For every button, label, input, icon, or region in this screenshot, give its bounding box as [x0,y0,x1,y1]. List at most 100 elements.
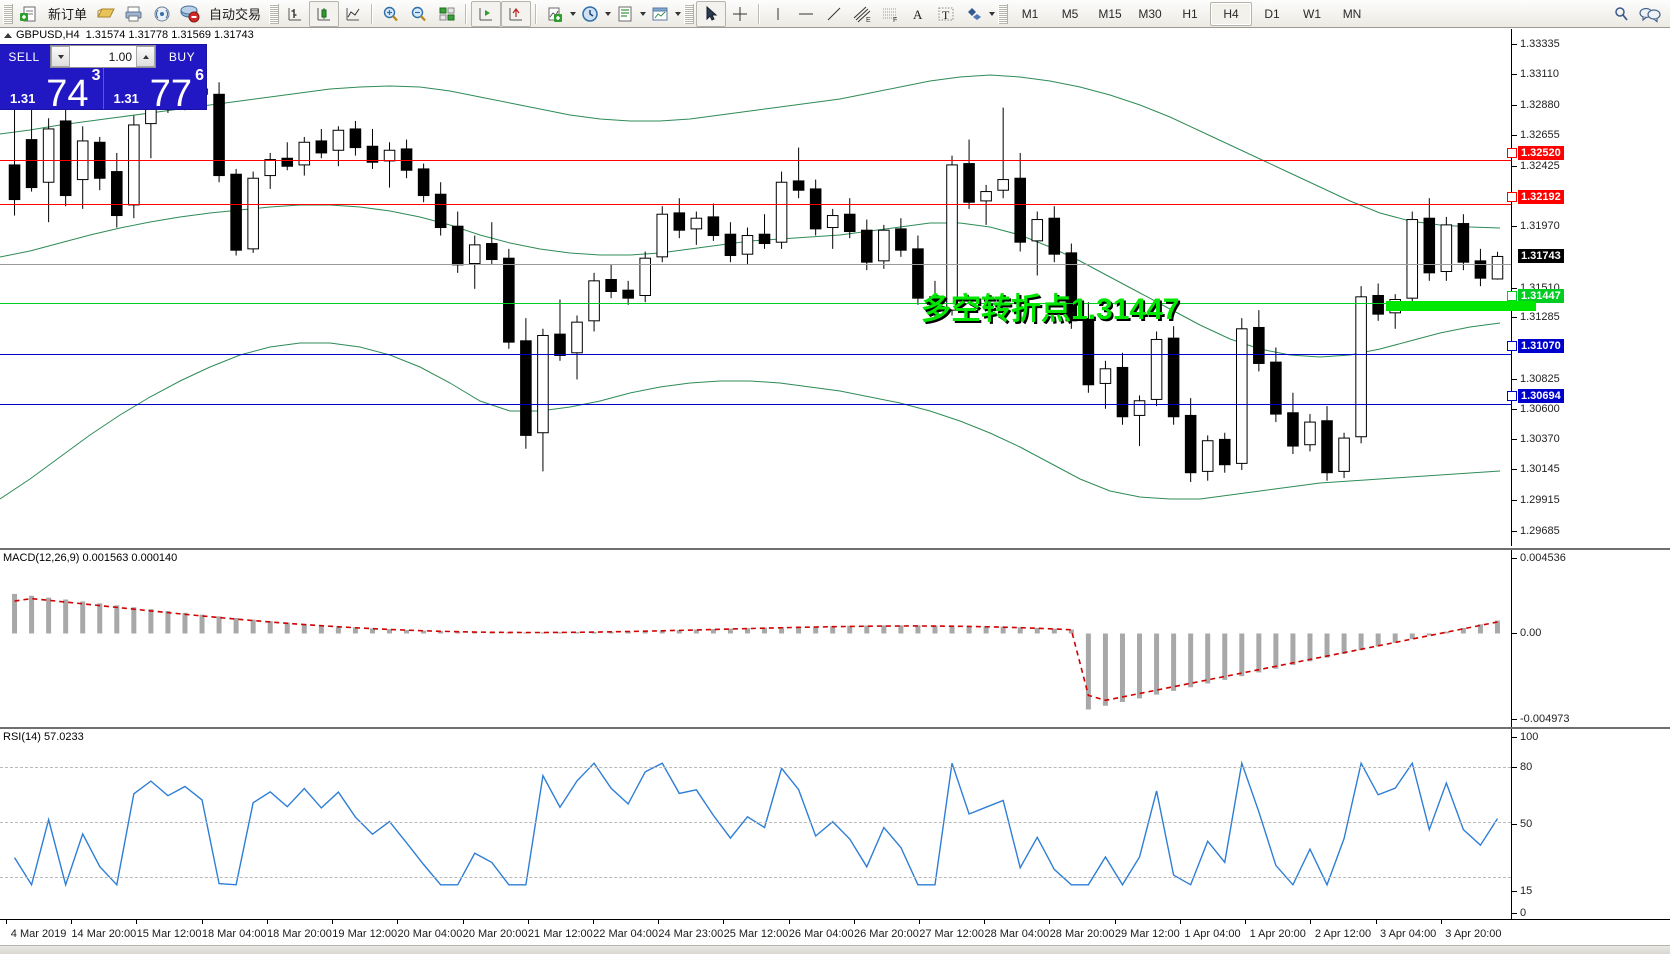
period-clock-icon[interactable] [576,2,604,26]
price-level-handle[interactable] [1507,341,1517,352]
time-tick [6,920,7,924]
toolbar-grip-3[interactable] [684,3,695,24]
shapes-icon[interactable] [960,2,988,26]
time-tick-label: 1 Apr 04:00 [1184,928,1241,940]
shift-end-icon[interactable] [471,0,502,27]
price-level-handle[interactable] [1507,391,1517,402]
one-click-trading-panel[interactable]: SELL 1.00 BUY 1.31 74 3 1.31 77 6 [0,45,207,114]
hline-icon[interactable] [792,2,820,26]
timeframe-m5[interactable]: M5 [1061,6,1079,21]
add-indicator-icon[interactable] [541,2,569,26]
timeframe-mn[interactable]: MN [1342,6,1362,21]
templates-icon[interactable] [611,2,639,26]
price-level-badge[interactable]: 1.32520 [1518,145,1564,160]
tile-windows-icon[interactable] [433,2,461,26]
price-tick-label: 1.30370 [1520,433,1560,446]
timeframe-m1[interactable]: M1 [1021,6,1039,21]
equidistant-channel-icon[interactable]: E [848,2,876,26]
text-label-icon[interactable]: A [904,2,932,26]
chart-symbol-header: GBPUSD,H4 1.31574 1.31778 1.31569 1.3174… [0,28,254,42]
autotrade-icon[interactable] [176,2,204,26]
chevron-down-icon-4[interactable] [675,11,682,16]
price-level-badge[interactable]: 1.31743 [1518,249,1564,264]
rsi-tick-label: 100 [1520,731,1539,743]
price-chart-pane[interactable]: 多空转折点1.31447 1.33335 1.33110 1.32880 1.3265… [0,29,1670,546]
chart-window-icon[interactable] [646,2,674,26]
price-level-badge[interactable]: 1.31447 [1518,288,1564,303]
vline-icon[interactable] [764,2,792,26]
trendline-icon[interactable] [820,2,848,26]
price-level-handle[interactable] [1507,290,1517,301]
volume-value[interactable]: 1.00 [108,49,132,64]
volume-decrement-button[interactable] [51,46,70,67]
macd-plot-area[interactable] [0,550,1511,727]
zoom-out-icon[interactable] [405,2,433,26]
timeframe-h1[interactable]: H1 [1182,6,1198,21]
buy-price-block[interactable]: 1.31 77 6 [102,68,207,113]
price-level-badge[interactable]: 1.32192 [1518,189,1564,204]
autotrade-label[interactable]: 自动交易 [209,7,262,22]
candlestick-icon[interactable] [309,0,340,27]
timeframe-m30[interactable]: M30 [1138,6,1162,21]
toolbar-grip-2[interactable] [269,3,280,24]
price-level-handle[interactable] [1507,191,1517,202]
rsi-plot-area[interactable] [0,729,1511,921]
hline-131070[interactable] [0,354,1511,355]
chat-icon[interactable] [1636,2,1664,26]
toolbar-grip[interactable] [3,3,13,24]
new-order-icon[interactable] [15,2,43,26]
green-highlight-bar[interactable] [1386,301,1536,311]
printer-icon[interactable] [120,2,148,26]
chevron-down-icon[interactable] [570,11,577,16]
macd-tick [1512,558,1517,559]
new-order-label[interactable]: 新订单 [48,7,88,22]
time-tick [397,920,399,924]
toolbar-grip-4[interactable] [998,3,1009,24]
crosshair-icon[interactable] [726,2,754,26]
price-level-badge[interactable]: 1.30694 [1518,389,1564,404]
macd-axis[interactable]: 0.004536 0.00 -0.004973 [1511,550,1670,727]
time-tick-label: 15 Mar 12:00 [136,928,202,940]
timeframe-h4[interactable]: H4 [1210,1,1253,26]
bar-chart-icon[interactable] [281,2,309,26]
price-tick [1512,134,1517,136]
hline-132192[interactable] [0,204,1511,205]
rsi-pane[interactable]: RSI(14) 57.0233 100 80 50 15 0 [0,727,1670,921]
rsi-label: RSI(14) 57.0233 [3,731,84,743]
auto-scroll-icon[interactable] [501,0,532,27]
search-icon[interactable] [1608,2,1636,26]
hline-130694[interactable] [0,404,1511,405]
ohlc-values: 1.31574 1.31778 1.31569 1.31743 [85,29,254,41]
broadcast-icon[interactable] [148,2,176,26]
chevron-down-icon-3[interactable] [640,11,647,16]
timeframe-d1[interactable]: D1 [1264,6,1280,21]
price-axis[interactable]: 1.33335 1.33110 1.32880 1.32655 1.32425 1.319… [1507,29,1670,546]
turning-point-annotation[interactable]: 多空转折点1.31447 [921,293,1180,326]
timeframe-m15[interactable]: M15 [1098,6,1122,21]
line-chart-icon[interactable] [339,2,367,26]
hline-131447[interactable] [0,303,1511,304]
sell-price-block[interactable]: 1.31 74 3 [0,68,103,114]
time-tick-label: 22 Mar 04:00 [593,928,658,940]
time-tick-label: 20 Mar 20:00 [462,928,528,940]
buy-button[interactable]: BUY [168,49,196,64]
price-level-handle[interactable] [1507,147,1517,158]
zoom-in-icon[interactable] [377,2,405,26]
sell-button[interactable]: SELL [8,49,40,64]
folder-icon[interactable] [92,2,120,26]
time-tick-label: 3 Apr 04:00 [1380,928,1437,940]
text-box-icon[interactable]: T [932,2,960,26]
chevron-down-icon-5[interactable] [989,11,996,16]
price-level-badge[interactable]: 1.31070 [1518,339,1564,354]
price-plot-area[interactable]: 多空转折点1.31447 [0,29,1536,546]
fibonacci-icon[interactable]: F [876,2,904,26]
collapse-triangle-icon[interactable] [4,32,12,38]
hline-132520[interactable] [0,160,1511,161]
cursor-icon[interactable] [696,0,727,27]
macd-pane[interactable]: MACD(12,26,9) 0.001563 0.000140 0.004536… [0,548,1670,727]
volume-stepper[interactable]: 1.00 [50,45,156,68]
timeframe-w1[interactable]: W1 [1303,6,1322,21]
volume-increment-button[interactable] [136,46,155,67]
chevron-down-icon-2[interactable] [605,11,612,16]
rsi-axis[interactable]: 100 80 50 15 0 [1511,729,1670,921]
